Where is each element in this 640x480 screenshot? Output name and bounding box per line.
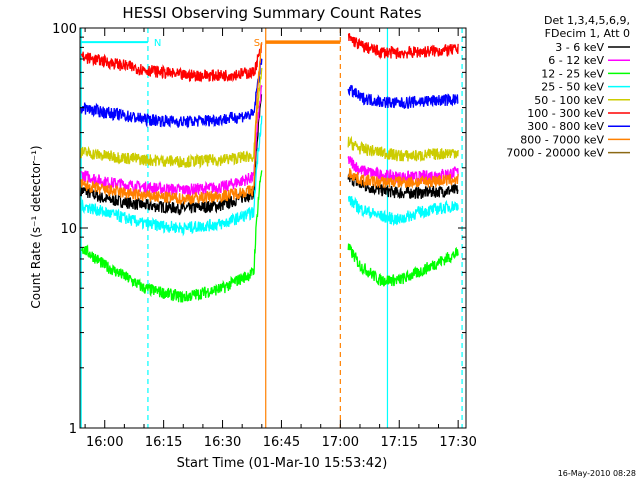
axes: 1 10 100 16:00 16:15 16:30 16:45 17:00 17:15 17:3…: [52, 22, 477, 450]
legend-entry-5: 50 - 100 keV: [534, 94, 604, 107]
legend-entry-7: 300 - 800 keV: [527, 120, 604, 133]
series-line-1-seg-1: [80, 93, 263, 216]
x-tick-label-3: 16:30: [204, 435, 241, 450]
series-line-4-seg-2: [347, 195, 459, 227]
series-line-3-seg-2: [347, 243, 459, 287]
series-line-6-seg-1: [80, 43, 263, 83]
series-line-7-seg-1: [80, 58, 263, 129]
x-tick-label-4: 16:45: [263, 435, 300, 450]
chart-title: HESSI Observing Summary Count Rates: [122, 4, 421, 22]
series-line-8-seg-1: [80, 41, 263, 205]
x-tick-label-7: 17:30: [439, 435, 476, 450]
series-line-2-seg-1: [80, 85, 263, 196]
legend-entry-2: 6 - 12 keV: [548, 54, 604, 67]
series-line-7-seg-2: [347, 84, 459, 109]
y-tick-label-1: 1: [69, 422, 77, 437]
series-line-8-seg-2: [347, 168, 459, 189]
series-line-3-seg-1: [80, 170, 263, 303]
series-line-4-seg-1: [80, 115, 263, 237]
series-group: [80, 33, 459, 303]
y-tick-label-2: 10: [60, 222, 77, 237]
legend-header-line-2: FDecim 1, Att 0: [545, 27, 630, 40]
x-tick-label-1: 16:00: [86, 435, 123, 450]
legend-entry-9: 7000 - 20000 keV: [506, 147, 604, 160]
legend-entry-1: 3 - 6 keV: [555, 41, 604, 54]
marker-bars: SN: [81, 38, 341, 49]
legend-entry-3: 12 - 25 keV: [541, 67, 604, 80]
x-tick-label-2: 16:15: [145, 435, 182, 450]
x-tick-label-6: 17:15: [381, 435, 418, 450]
series-line-5-seg-1: [80, 67, 263, 170]
y-axis-label: Count Rate (s⁻¹ detector⁻¹): [29, 145, 43, 308]
series-line-6-seg-2: [347, 33, 459, 60]
legend: Det 1,3,4,5,6,9, FDecim 1, Att 0 3 - 6 k…: [506, 14, 630, 160]
legend-entry-6: 100 - 300 keV: [527, 107, 604, 120]
legend-entry-4: 25 - 50 keV: [541, 81, 604, 94]
series-line-2-seg-2: [347, 156, 459, 184]
y-tick-label-3: 100: [52, 22, 77, 37]
night-marker-label: N: [154, 38, 161, 49]
x-tick-label-5: 17:00: [322, 435, 359, 450]
legend-entry-8: 800 - 7000 keV: [520, 133, 604, 146]
series-line-5-seg-2: [347, 135, 459, 163]
footer-timestamp: 16-May-2010 08:28: [558, 469, 636, 478]
x-axis-label: Start Time (01-Mar-10 15:53:42): [177, 456, 388, 471]
legend-header-line-1: Det 1,3,4,5,6,9,: [544, 14, 630, 27]
saa-marker-label: S: [254, 38, 260, 49]
series-line-1-seg-2: [347, 173, 459, 199]
